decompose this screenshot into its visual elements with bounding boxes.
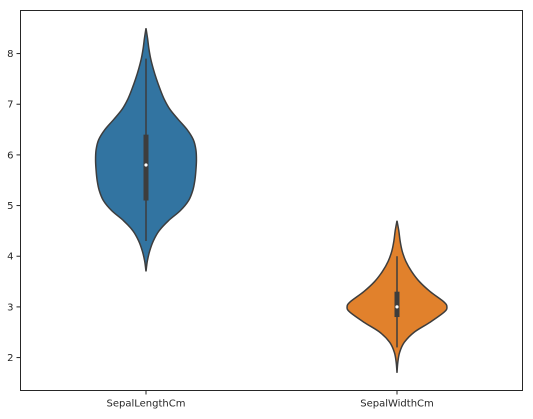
- boxes-layer: [143, 58, 400, 348]
- y-tick-label: 7: [7, 100, 13, 111]
- iqr-box-SepalLengthCm: [143, 134, 149, 201]
- x-tick-label: SepalWidthCm: [360, 399, 434, 410]
- median-marker-SepalLengthCm: [144, 163, 148, 167]
- x-tick-label: SepalLengthCm: [107, 399, 186, 410]
- y-axis: 2 3 4 5 6 7 8: [7, 49, 21, 364]
- y-tick-label: 6: [7, 150, 13, 161]
- y-tick-label: 4: [7, 252, 13, 263]
- median-marker-SepalWidthCm: [395, 305, 399, 309]
- iqr-box-SepalWidthCm: [394, 291, 400, 318]
- y-tick-label: 2: [7, 353, 13, 364]
- y-tick-label: 8: [7, 49, 13, 60]
- x-axis: SepalLengthCm SepalWidthCm: [107, 390, 434, 410]
- y-tick-label: 5: [7, 201, 13, 212]
- y-tick-label: 3: [7, 302, 13, 313]
- plot-frame: [20, 10, 523, 391]
